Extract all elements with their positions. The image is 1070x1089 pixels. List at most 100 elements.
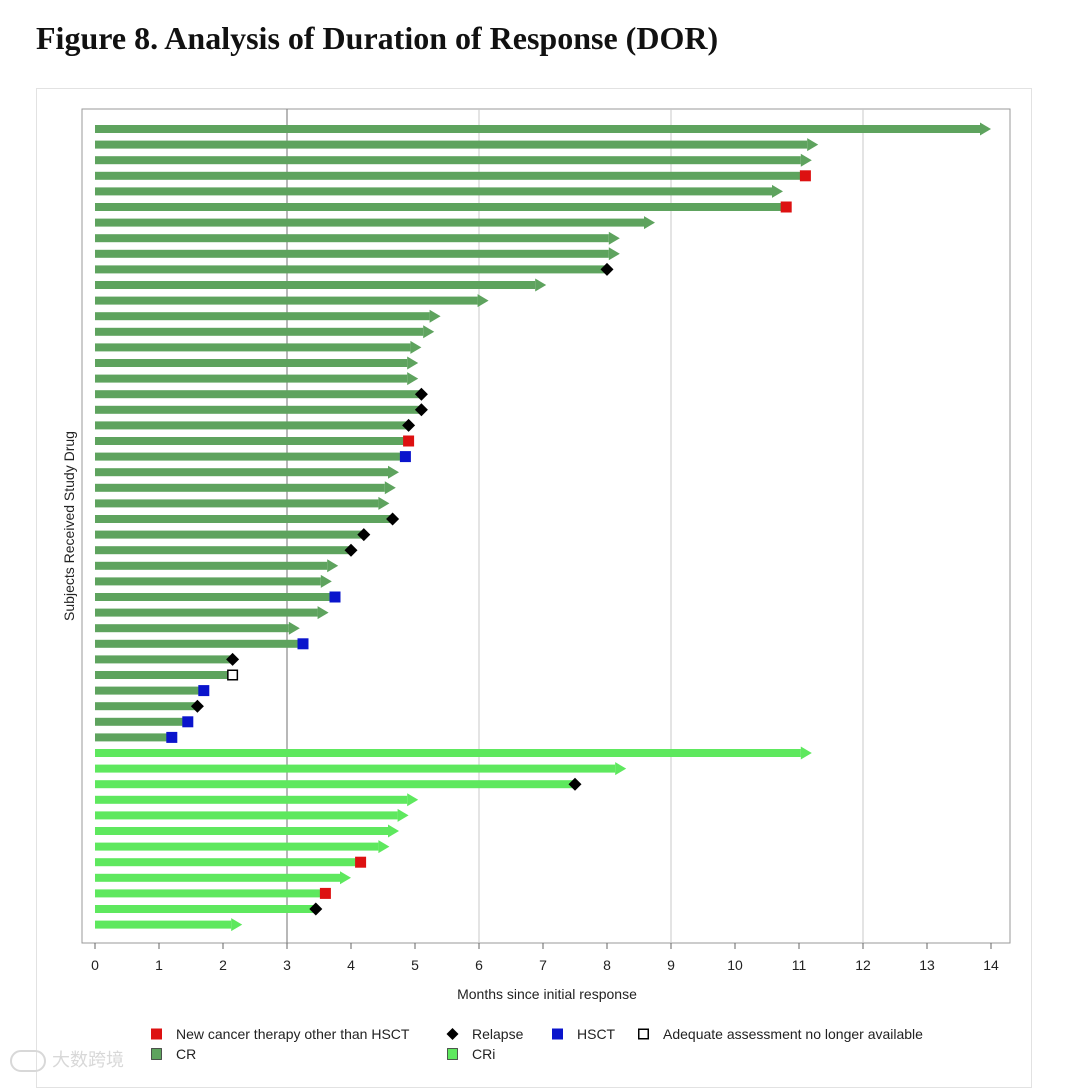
subject-bar [95, 749, 801, 757]
subject-bar [95, 452, 406, 461]
subject-bar [95, 218, 644, 227]
subject-bar [95, 515, 393, 523]
relapse-marker [568, 777, 582, 791]
figure-title: Figure 8. Analysis of Duration of Respon… [36, 20, 719, 56]
legend-open-square-icon [638, 1028, 649, 1040]
ongoing-arrow [407, 372, 419, 386]
subject-bar [95, 327, 424, 336]
subject-bar [95, 827, 388, 835]
subject-bar [95, 359, 408, 367]
x-tick-label: 6 [475, 957, 483, 973]
ongoing-arrow [772, 184, 783, 198]
hsct-marker [182, 716, 194, 728]
subject-bar [95, 624, 289, 633]
relapse-marker [402, 418, 416, 432]
subject-bar [95, 171, 806, 180]
legend-label: CRi [472, 1046, 495, 1062]
subject-bar [95, 733, 172, 742]
subject-bar [95, 702, 198, 711]
x-tick-label: 9 [667, 957, 675, 973]
subject-bar [95, 343, 411, 352]
subject-bar [95, 780, 575, 789]
legend-swatch-icon [151, 1048, 162, 1060]
legend-item: CR [151, 1046, 196, 1062]
subject-bar [95, 873, 340, 882]
legend-square-icon [151, 1028, 162, 1040]
x-tick-label: 1 [155, 957, 163, 973]
relapse-marker [600, 262, 614, 276]
ongoing-arrow [231, 918, 243, 932]
x-tick-label: 5 [411, 957, 419, 973]
subject-bar [95, 483, 385, 492]
legend-item: New cancer therapy other than HSCT [151, 1026, 410, 1042]
legend-item: Adequate assessment no longer available [638, 1026, 923, 1042]
legend-label: New cancer therapy other than HSCT [176, 1026, 410, 1042]
ongoing-arrow [384, 481, 396, 495]
legend-label: Relapse [472, 1026, 524, 1042]
new-therapy-marker [403, 435, 415, 447]
x-tick-label: 4 [347, 957, 355, 973]
ongoing-arrow [317, 606, 329, 620]
ongoing-arrow [615, 762, 627, 776]
subject-bar [95, 203, 787, 211]
ongoing-arrow [288, 621, 300, 635]
relapse-marker [226, 652, 240, 666]
legend-swatch-icon [447, 1048, 458, 1060]
subject-bar [95, 764, 616, 773]
ongoing-arrow [378, 496, 390, 510]
legend-item: CRi [447, 1046, 495, 1062]
subject-bar [95, 546, 351, 555]
legend: New cancer therapy other than HSCT Relaps… [151, 1026, 923, 1062]
subject-bar [95, 530, 364, 539]
subject-bar [95, 561, 328, 570]
ongoing-arrow [320, 574, 332, 588]
subject-bar [95, 312, 430, 321]
subject-bar [95, 421, 409, 430]
ongoing-arrow [388, 465, 399, 479]
hsct-marker [329, 591, 341, 603]
ongoing-arrow [327, 559, 339, 573]
subject-bar [95, 577, 321, 586]
legend-label: Adequate assessment no longer available [663, 1026, 923, 1042]
legend-label: CR [176, 1046, 196, 1062]
x-axis-label: Months since initial response [457, 986, 637, 1002]
subject-bar [95, 686, 204, 695]
legend-item: HSCT [552, 1026, 616, 1042]
watermark-logo-icon [10, 1050, 46, 1072]
ongoing-arrow [410, 340, 422, 354]
hsct-marker [399, 451, 411, 463]
subject-bar [95, 187, 772, 196]
subject-bar [95, 905, 316, 913]
x-tick-label: 0 [91, 957, 99, 973]
ongoing-arrow [397, 808, 409, 822]
subject-bar [95, 156, 801, 165]
subject-bar [95, 811, 398, 820]
ongoing-arrow [407, 356, 419, 370]
ongoing-arrow [807, 138, 819, 152]
y-axis-label: Subjects Received Study Drug [61, 431, 77, 621]
subject-bar [95, 281, 536, 289]
ongoing-arrow [608, 247, 620, 261]
hsct-marker [297, 638, 309, 650]
ongoing-arrow [388, 824, 399, 838]
subject-bar [95, 374, 408, 383]
x-tick-label: 12 [855, 957, 871, 973]
subject-bar [95, 842, 379, 851]
watermark-text: 大数跨境 [52, 1050, 124, 1071]
ongoing-arrow [477, 294, 489, 308]
legend-label: HSCT [577, 1026, 616, 1042]
subject-bar [95, 608, 318, 617]
subject-bar [95, 795, 408, 804]
x-tick-label: 14 [983, 957, 999, 973]
relapse-marker [357, 528, 371, 542]
subject-bar [95, 405, 422, 414]
ongoing-arrow [407, 793, 419, 807]
ongoing-arrow [800, 153, 812, 167]
x-tick-label: 10 [727, 957, 743, 973]
watermark: 大数跨境 [10, 1046, 124, 1072]
subject-bar [95, 296, 478, 305]
ongoing-arrow [378, 840, 390, 854]
chart-panel: 0 1 2 3 4 5 6 7 8 9 10 11 12 13 14 Months since initial… [36, 88, 1032, 1088]
new-therapy-marker [799, 170, 811, 182]
legend-relapse-diamond-icon [446, 1028, 459, 1040]
